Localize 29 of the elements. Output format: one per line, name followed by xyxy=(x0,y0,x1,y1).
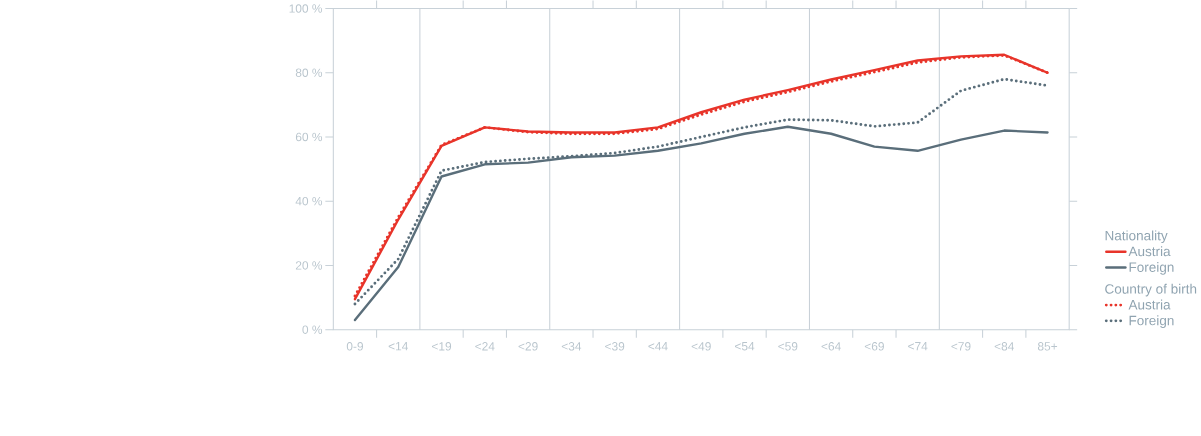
legend-label: Austria xyxy=(1128,246,1171,257)
x-tick-label: 85+ xyxy=(1037,342,1058,351)
y-tick-label: 80 % xyxy=(295,68,323,78)
legend-label: Austria xyxy=(1128,299,1171,310)
x-tick-label: <79 xyxy=(951,342,971,351)
x-tick-label: <59 xyxy=(778,342,798,351)
x-tick-label: <49 xyxy=(691,342,711,351)
x-tick-label: <39 xyxy=(605,342,625,351)
x-tick-label: 0-9 xyxy=(346,342,364,351)
y-tick-label: 0 % xyxy=(302,325,323,335)
y-tick-label: 40 % xyxy=(295,197,323,206)
legend-label: Foreign xyxy=(1129,315,1174,329)
legend-title: Nationality xyxy=(1105,230,1168,244)
legend-label: Foreign xyxy=(1129,262,1174,275)
text: Country of birth xyxy=(1105,283,1197,297)
y-tick-label: 100 % xyxy=(289,4,323,13)
y-tick-label: 20 % xyxy=(295,261,323,270)
x-tick-label: <69 xyxy=(864,342,884,351)
x-tick-label: <14 xyxy=(388,342,409,351)
y-tick-label: 60 % xyxy=(295,132,323,142)
x-tick-label: <29 xyxy=(518,342,538,351)
x-tick-label: <19 xyxy=(431,342,452,351)
x-tick-label: <24 xyxy=(475,342,495,351)
x-tick-label: <64 xyxy=(821,342,841,351)
x-tick-label: <74 xyxy=(908,342,928,351)
x-tick-label: <54 xyxy=(734,342,755,351)
x-tick-label: <44 xyxy=(648,342,668,351)
x-tick-label: <84 xyxy=(994,342,1015,351)
x-tick-label: <34 xyxy=(561,342,582,351)
